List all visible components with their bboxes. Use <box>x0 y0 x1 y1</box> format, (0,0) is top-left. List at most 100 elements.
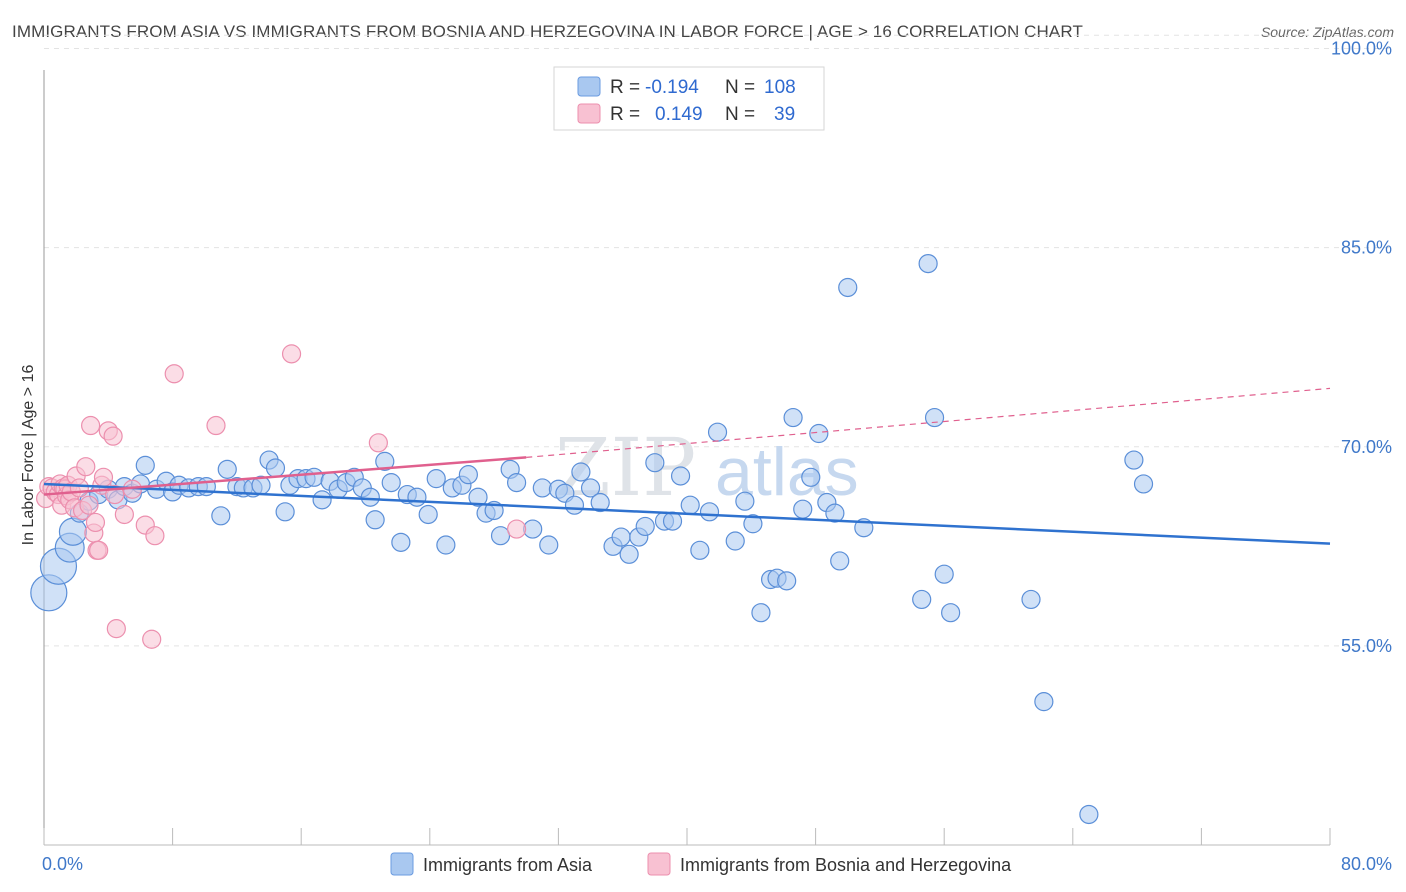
point-asia <box>426 469 446 489</box>
bottom-legend-label-asia: Immigrants from Asia <box>423 855 593 875</box>
point-asia <box>1034 692 1054 712</box>
point-asia <box>830 551 850 571</box>
point-asia <box>1021 589 1041 610</box>
trend-lines <box>43 387 1331 545</box>
point-asia <box>680 495 700 515</box>
point-asia <box>670 466 691 486</box>
point-asia <box>1079 804 1099 825</box>
point-asia <box>635 516 655 537</box>
point-asia <box>312 490 332 510</box>
point-asia <box>941 603 961 623</box>
legend-n-label-asia: N = <box>725 77 755 98</box>
y-tick-label: 100.0% <box>1331 39 1392 59</box>
point-asia <box>304 467 324 487</box>
legend-swatch-asia <box>577 76 601 97</box>
point-asia <box>809 423 829 444</box>
point-asia <box>751 603 771 623</box>
correlation-legend: R = -0.194 N = 108 R = 0.149 N = 39 <box>553 66 825 131</box>
point-asia <box>265 458 286 478</box>
point-asia <box>436 535 456 555</box>
point-asia <box>699 502 720 522</box>
point-bosnia <box>93 467 114 487</box>
point-bosnia <box>281 344 302 364</box>
point-asia <box>211 506 231 526</box>
point-bosnia <box>103 426 123 446</box>
point-bosnia <box>206 415 226 436</box>
chart-title: IMMIGRANTS FROM ASIA VS IMMIGRANTS FROM … <box>12 22 1083 41</box>
point-asia <box>217 459 237 479</box>
point-asia <box>793 499 813 519</box>
point-asia <box>532 478 552 498</box>
point-bosnia <box>79 495 99 515</box>
point-asia <box>707 422 728 442</box>
y-tick-label: 70.0% <box>1341 437 1392 457</box>
point-asia <box>838 277 858 298</box>
y-tick-label: 85.0% <box>1341 238 1392 258</box>
point-asia <box>580 478 601 498</box>
point-asia <box>825 503 845 523</box>
x-tick-label-min: 0.0% <box>42 854 83 874</box>
point-bosnia <box>368 433 388 453</box>
x-ticks <box>43 828 1331 845</box>
point-asia <box>458 465 478 485</box>
point-bosnia <box>106 619 126 639</box>
legend-swatch-bosnia <box>577 103 601 124</box>
point-bosnia <box>89 540 109 560</box>
y-tick-labels: 55.0% 70.0% 85.0% 100.0% <box>1331 39 1392 656</box>
point-asia <box>539 535 559 555</box>
point-asia <box>135 455 155 475</box>
point-asia <box>918 253 938 274</box>
point-asia <box>418 504 438 525</box>
point-asia <box>611 527 631 547</box>
point-asia <box>1133 474 1154 494</box>
trend-line-bosnia <box>43 456 527 496</box>
point-asia <box>743 514 763 534</box>
point-asia <box>645 453 665 473</box>
bottom-legend-label-bosnia: Immigrants from Bosnia and Herzegovina <box>680 855 1012 875</box>
point-asia <box>590 492 610 513</box>
point-asia <box>662 511 683 531</box>
point-asia <box>365 510 385 530</box>
point-bosnia <box>76 457 96 477</box>
legend-n-label-bosnia: N = <box>725 104 755 125</box>
point-asia <box>1124 450 1144 470</box>
grid-lines <box>44 34 1392 647</box>
point-asia <box>801 467 821 487</box>
legend-r-value-bosnia: 0.149 <box>655 104 703 125</box>
legend-n-value-asia: 108 <box>764 77 796 98</box>
point-asia <box>407 487 427 507</box>
point-asia <box>725 531 745 551</box>
point-bosnia <box>142 629 162 649</box>
point-bosnia <box>507 519 527 539</box>
point-asia <box>375 451 395 471</box>
point-asia <box>381 473 401 493</box>
point-asia <box>924 407 945 428</box>
point-asia <box>777 571 797 591</box>
legend-r-label-bosnia: R = <box>610 104 640 125</box>
legend-r-value-asia: -0.194 <box>645 77 699 98</box>
point-bosnia <box>81 415 101 436</box>
point-asia <box>690 540 710 560</box>
y-tick-label: 55.0% <box>1341 636 1392 656</box>
trend-line-asia <box>43 482 1331 545</box>
point-asia <box>619 544 639 564</box>
point-bosnia <box>85 512 106 533</box>
legend-n-value-bosnia: 39 <box>774 104 795 125</box>
point-asia <box>58 517 88 546</box>
x-tick-label-max: 80.0% <box>1341 854 1392 874</box>
point-asia <box>564 495 585 515</box>
point-asia <box>468 487 488 507</box>
y-axis-title: In Labor Force | Age > 16 <box>20 365 37 546</box>
point-asia <box>571 462 591 482</box>
point-bosnia <box>114 504 134 525</box>
source-label: Source: ZipAtlas.com <box>1260 24 1394 40</box>
series-legend: Immigrants from Asia Immigrants from Bos… <box>390 852 1012 876</box>
point-asia <box>360 487 380 507</box>
series-asia <box>30 253 1154 825</box>
bottom-legend-swatch-bosnia <box>647 852 671 876</box>
bottom-legend-swatch-asia <box>390 852 414 876</box>
point-asia <box>934 564 954 584</box>
point-bosnia <box>164 364 184 384</box>
point-bosnia <box>69 478 89 498</box>
